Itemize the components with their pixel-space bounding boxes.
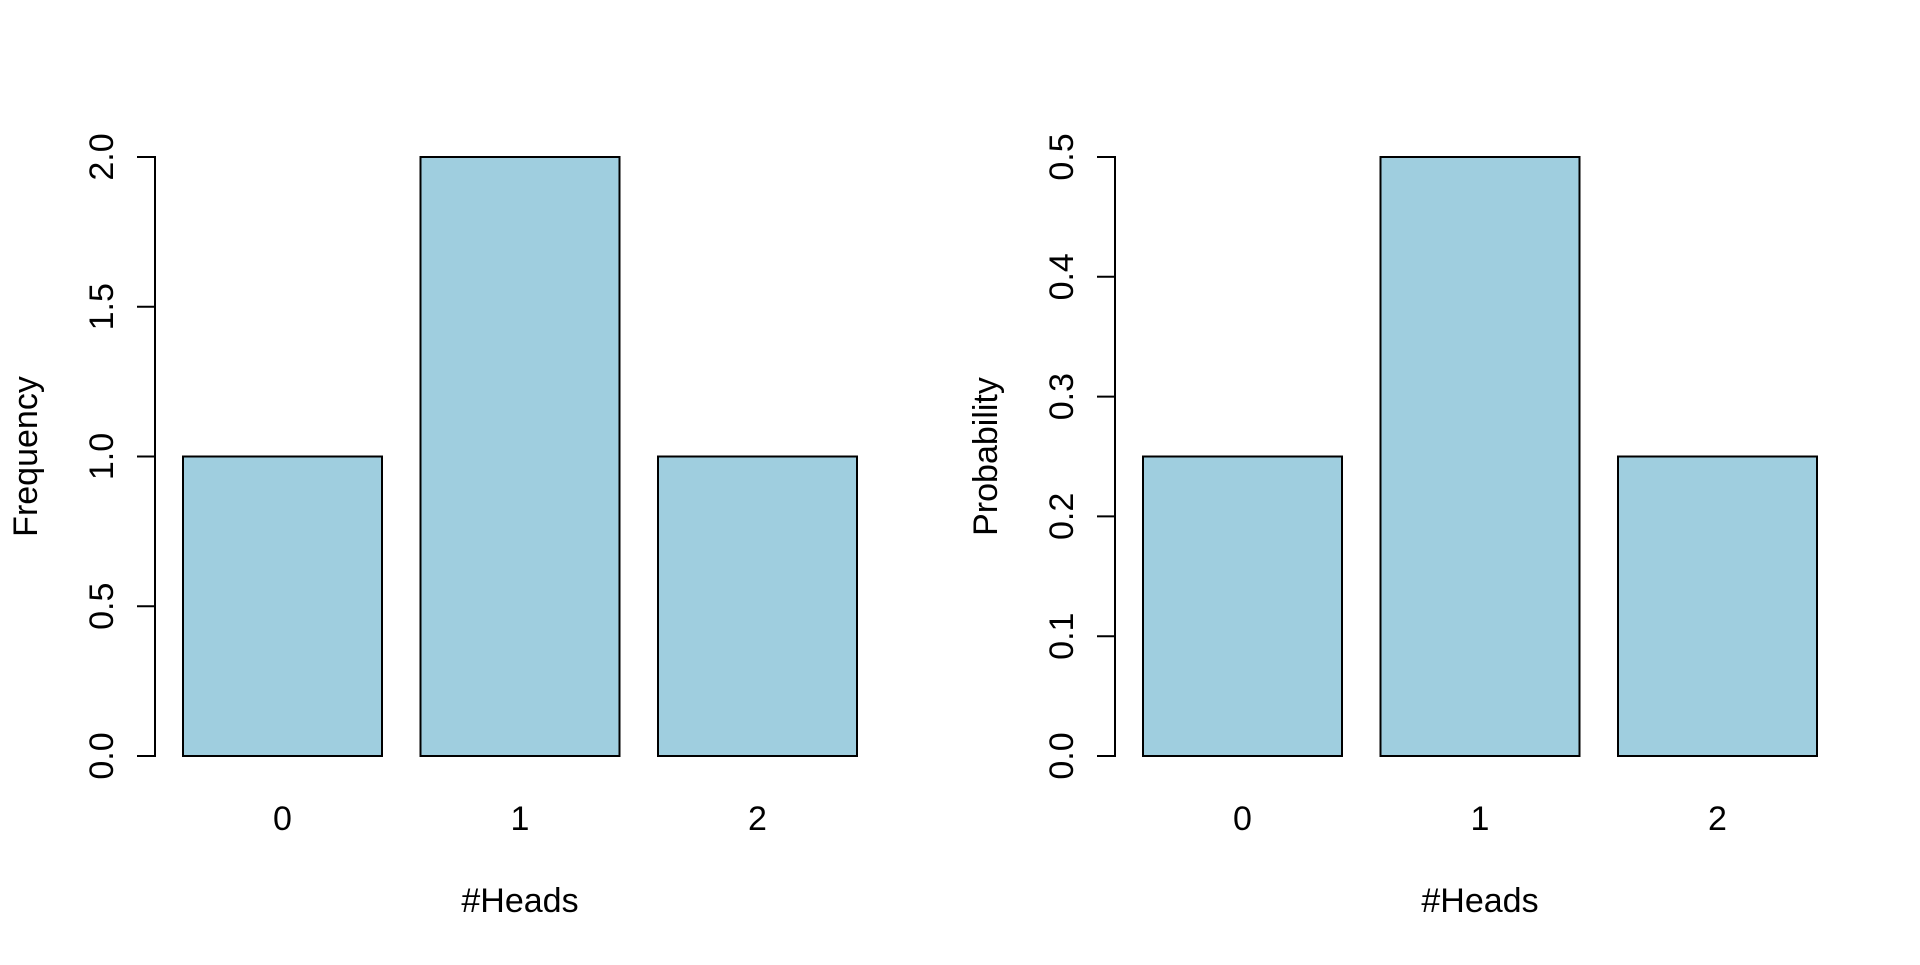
y-axis-title: Probability [967, 377, 1005, 536]
y-tick-label: 2.0 [83, 133, 121, 180]
frequency-chart-panel: 0.0 0.5 1.0 1.5 2.0 Frequency 0 1 2 #Heads [0, 0, 960, 960]
x-category-label: 2 [1708, 800, 1727, 838]
y-tick-label: 0.5 [1043, 133, 1081, 180]
bar [657, 455, 858, 757]
x-category-label: 0 [273, 800, 292, 838]
bar [1379, 156, 1581, 757]
bar [1617, 455, 1818, 757]
frequency-barplot: 0.0 0.5 1.0 1.5 2.0 Frequency 0 1 2 #Heads [7, 133, 858, 920]
y-tick-label: 0.2 [1043, 493, 1081, 540]
y-tick-label: 0.5 [83, 583, 121, 630]
y-tick-label: 0.0 [1043, 732, 1081, 779]
y-axis-title: Frequency [7, 376, 45, 537]
x-category-label: 1 [511, 800, 530, 838]
y-tick-label: 0.3 [1043, 373, 1081, 420]
x-category-label: 0 [1233, 800, 1252, 838]
y-tick-label: 0.0 [83, 732, 121, 779]
x-axis-title: #Heads [461, 882, 578, 920]
probability-barplot: 0.0 0.1 0.2 0.3 0.4 0.5 Probability 0 1 2 #Heads [967, 133, 1818, 920]
bar [419, 156, 621, 757]
y-tick-label: 1.5 [83, 283, 121, 330]
x-category-label: 2 [748, 800, 767, 838]
x-axis-title: #Heads [1421, 882, 1538, 920]
bar [1142, 455, 1343, 757]
bar [182, 455, 383, 757]
probability-chart-panel: 0.0 0.1 0.2 0.3 0.4 0.5 Probability 0 1 2 #Heads [960, 0, 1920, 960]
y-tick-label: 1.0 [83, 433, 121, 480]
y-tick-label: 0.4 [1043, 253, 1081, 300]
x-category-label: 1 [1471, 800, 1490, 838]
y-tick-label: 0.1 [1043, 613, 1081, 660]
